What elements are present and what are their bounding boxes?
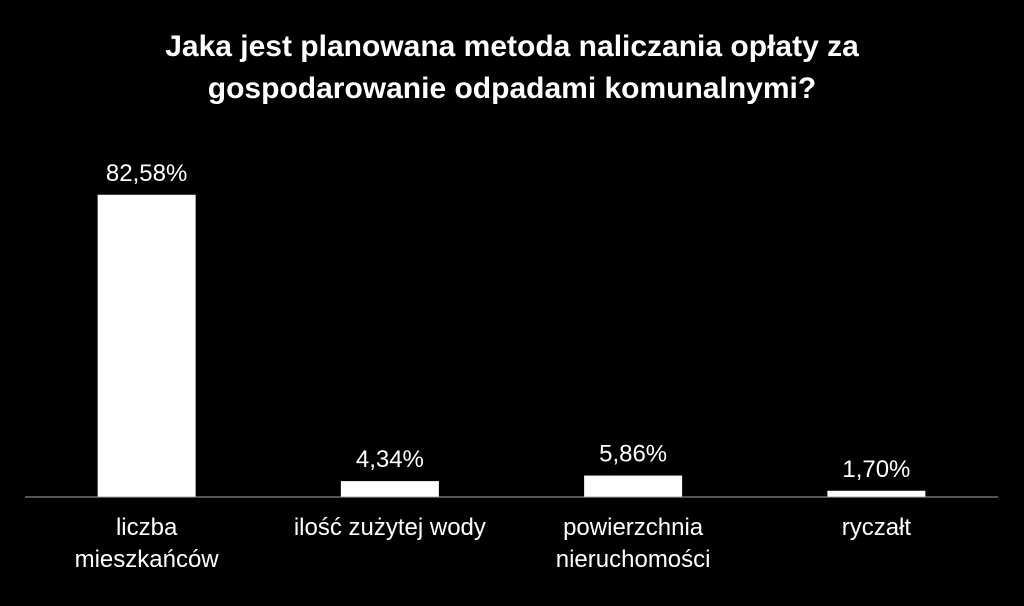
- value-label: 82,58%: [106, 160, 187, 187]
- bar: [97, 194, 196, 497]
- value-label: 4,34%: [356, 446, 424, 473]
- x-tick-label: ryczałt: [841, 514, 912, 541]
- value-label: 5,86%: [599, 441, 667, 468]
- x-tick-label: ilość zużytej wody: [293, 514, 486, 541]
- bar: [827, 490, 926, 497]
- bar: [340, 481, 439, 497]
- value-label: 1,70%: [842, 456, 910, 483]
- x-tick-label: powierzchnia nieruchomości: [555, 514, 711, 573]
- chart-title: Jaka jest planowana metoda naliczania op…: [165, 30, 859, 105]
- bar: [584, 475, 683, 497]
- x-tick-label: liczba mieszkańców: [74, 514, 219, 573]
